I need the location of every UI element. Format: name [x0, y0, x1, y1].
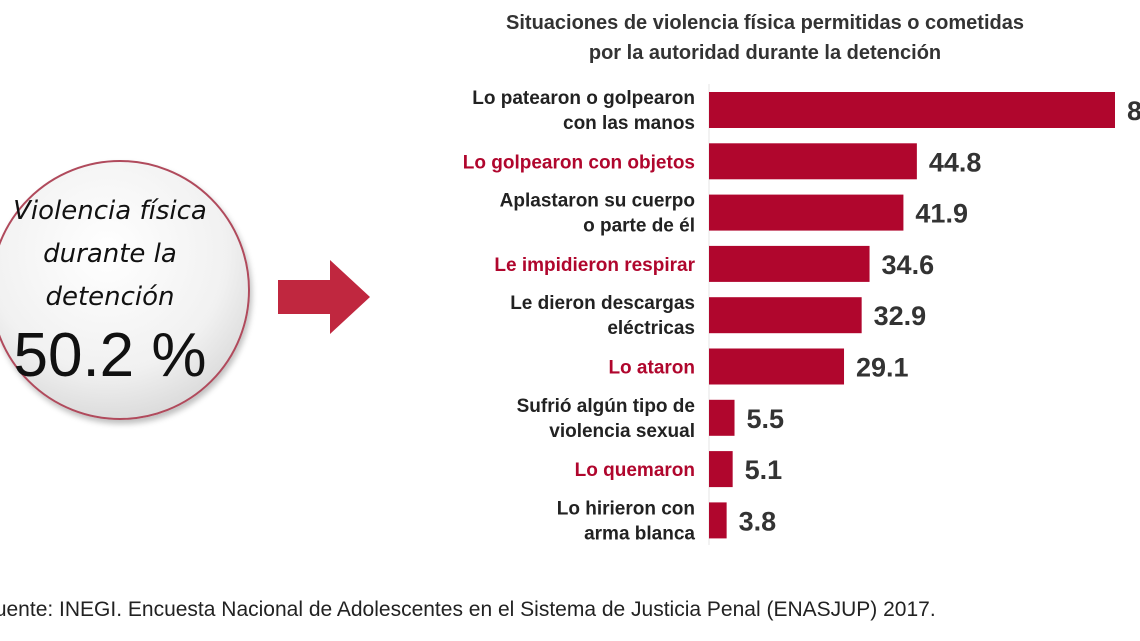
value-label: 87.5	[1127, 96, 1140, 126]
value-label: 41.9	[915, 199, 968, 229]
category-label: Lo patearon o golpearon	[472, 88, 695, 109]
category-label: o parte de él	[583, 216, 695, 237]
summary-label-line: durante la	[43, 239, 177, 269]
value-label: 44.8	[929, 147, 982, 177]
bar	[709, 297, 862, 334]
bar	[709, 348, 845, 385]
value-label: 3.8	[739, 506, 777, 536]
category-label: Lo quemaron	[575, 460, 695, 481]
chart-title-line-1: Situaciones de violencia física permitid…	[506, 12, 1024, 34]
category-label: Le dieron descargas	[510, 293, 695, 314]
value-label: 32.9	[874, 301, 927, 331]
value-label: 34.6	[882, 250, 935, 280]
bar	[709, 92, 1115, 128]
category-label: violencia sexual	[549, 421, 695, 442]
value-label: 29.1	[856, 353, 909, 383]
bar	[709, 245, 870, 282]
bar	[709, 194, 904, 231]
bar	[709, 399, 735, 436]
bar	[709, 143, 917, 180]
category-label: Aplastaron su cuerpo	[500, 191, 695, 212]
category-label: Le impidieron respirar	[494, 255, 695, 276]
chart-title-line-2: por la autoridad durante la detención	[588, 42, 942, 64]
category-label: Lo hirieron con	[557, 498, 695, 519]
summary-label-line: Violencia física	[13, 196, 207, 226]
summary-circle	[0, 160, 250, 420]
chart-title: Situaciones de violencia física permitid…	[420, 8, 1110, 68]
value-label: 5.1	[745, 455, 783, 485]
category-label: arma blanca	[584, 523, 695, 544]
category-label: Sufrió algún tipo de	[517, 396, 695, 417]
category-label: con las manos	[563, 113, 695, 134]
category-label: Lo golpearon con objetos	[463, 152, 695, 173]
summary-label: Violencia física durante la detención	[0, 190, 260, 319]
summary-label-line: detención	[45, 282, 175, 312]
category-label: Lo ataron	[608, 358, 695, 379]
bar	[709, 451, 733, 488]
source-note: Fuente: INEGI. Encuesta Nacional de Adol…	[0, 598, 936, 621]
value-label: 5.5	[747, 404, 785, 434]
summary-value: 50.2 %	[13, 321, 207, 390]
category-label: eléctricas	[607, 318, 695, 339]
bar	[709, 502, 727, 539]
arrow-right-icon	[278, 260, 370, 334]
